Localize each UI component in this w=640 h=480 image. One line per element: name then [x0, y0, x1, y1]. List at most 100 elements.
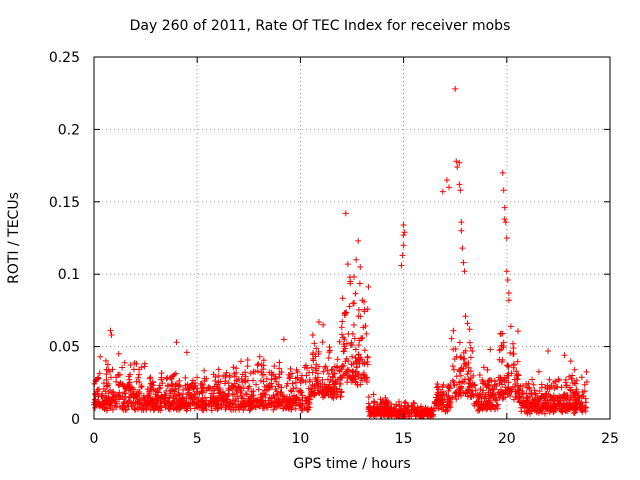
data-point [271, 363, 278, 370]
data-point [311, 340, 318, 347]
data-point [578, 407, 585, 414]
data-point [357, 381, 364, 388]
data-point [250, 377, 257, 384]
data-point [336, 367, 343, 374]
data-point [417, 413, 424, 420]
data-point [500, 187, 507, 194]
data-point [510, 362, 517, 369]
data-point [298, 402, 305, 409]
data-point [324, 386, 331, 393]
data-point [358, 356, 365, 363]
data-point [226, 372, 233, 379]
data-point [458, 379, 465, 386]
data-point [287, 403, 294, 410]
data-point [395, 398, 402, 405]
data-point [260, 390, 267, 397]
data-point [233, 365, 240, 372]
data-point [361, 298, 368, 305]
data-point [270, 406, 277, 413]
data-point [184, 381, 191, 388]
data-point [252, 368, 259, 375]
data-point [176, 377, 183, 384]
data-point [201, 367, 208, 374]
data-point [308, 388, 315, 395]
data-point [138, 383, 145, 390]
data-point [295, 388, 302, 395]
data-point [243, 391, 250, 398]
data-point [236, 406, 243, 413]
data-point [571, 366, 578, 373]
data-point [492, 381, 499, 388]
data-point [384, 411, 391, 418]
data-point [302, 397, 309, 404]
data-point [250, 402, 257, 409]
data-point [171, 371, 178, 378]
data-point [519, 389, 526, 396]
data-point [237, 389, 244, 396]
data-point [443, 404, 450, 411]
data-point [458, 219, 465, 226]
data-point [174, 400, 181, 407]
data-point [240, 384, 247, 391]
data-point [340, 348, 347, 355]
data-point [355, 237, 362, 244]
data-point [432, 398, 439, 405]
data-point [173, 380, 180, 387]
data-point [103, 407, 110, 414]
data-point [94, 376, 101, 383]
data-point [338, 389, 345, 396]
data-point [208, 397, 215, 404]
data-point [288, 400, 295, 407]
data-point [260, 357, 267, 364]
data-point [507, 349, 514, 356]
data-point [554, 383, 561, 390]
data-point [325, 371, 332, 378]
data-point [501, 204, 508, 211]
data-point [266, 381, 273, 388]
data-point [327, 391, 334, 398]
data-point [485, 401, 492, 408]
data-point [225, 379, 232, 386]
y-tick-label: 0.15 [49, 195, 80, 211]
data-point [231, 370, 238, 377]
data-point [355, 342, 362, 349]
data-point [305, 385, 312, 392]
data-point [338, 324, 345, 331]
data-point [115, 382, 122, 389]
data-point [102, 357, 109, 364]
data-point [499, 381, 506, 388]
data-point [331, 370, 338, 377]
data-point [535, 368, 542, 375]
data-point [504, 276, 511, 283]
data-point [462, 313, 469, 320]
data-point [115, 392, 122, 399]
data-point [109, 406, 116, 413]
data-point [247, 370, 254, 377]
data-point [246, 400, 253, 407]
data-point [309, 332, 316, 339]
data-point [558, 384, 565, 391]
data-point [371, 413, 378, 420]
data-point [116, 371, 123, 378]
data-point [450, 366, 457, 373]
data-point [259, 398, 266, 405]
data-point [119, 364, 126, 371]
data-point [499, 169, 506, 176]
data-point [455, 389, 462, 396]
data-point [265, 386, 272, 393]
data-point [238, 395, 245, 402]
data-point [347, 278, 354, 285]
data-point [526, 393, 533, 400]
data-point [333, 393, 340, 400]
data-point [212, 377, 219, 384]
plot-frame [93, 56, 611, 420]
data-point [130, 366, 137, 373]
data-point [199, 407, 206, 414]
data-point [173, 395, 180, 402]
data-point [291, 392, 298, 399]
data-point [350, 273, 357, 280]
data-point [191, 391, 198, 398]
data-point [102, 388, 109, 395]
data-point [337, 380, 344, 387]
data-point [258, 361, 265, 368]
